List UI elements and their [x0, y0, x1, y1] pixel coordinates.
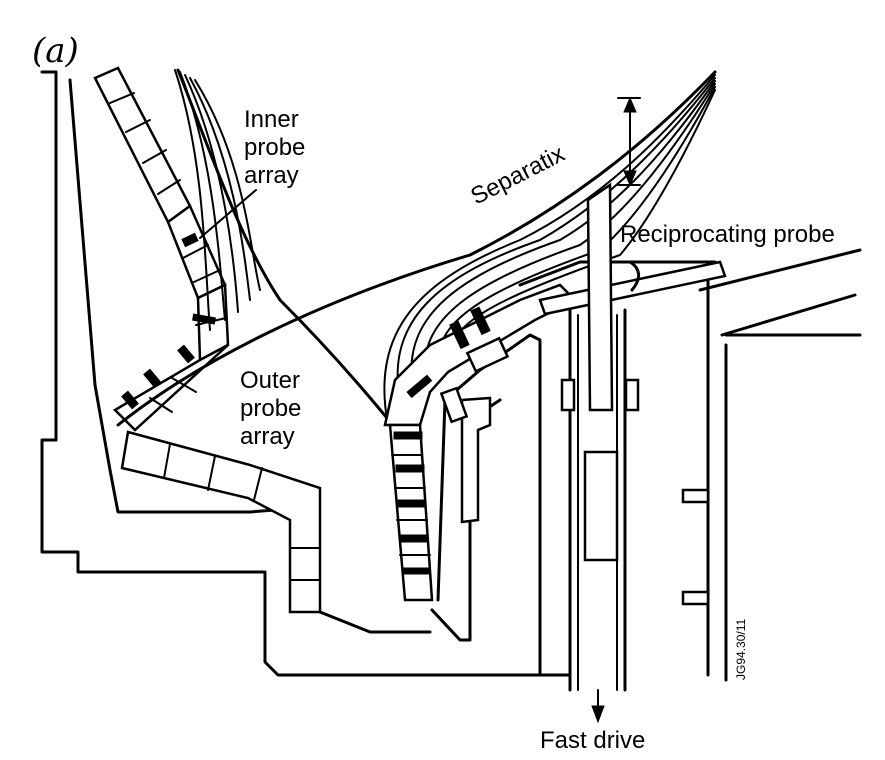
- outer-flux-lines: [383, 74, 716, 426]
- outer-probe-array-label: Outer probe array: [240, 367, 301, 450]
- probe-stroke-indicator: [617, 96, 641, 187]
- separatrix-lines: [116, 68, 717, 462]
- inner-probe-array-label: Inner probe array: [199, 106, 305, 239]
- reciprocating-probe: [586, 182, 614, 412]
- outer-probe-array-line2: probe: [240, 395, 301, 422]
- separatrix-label: Separatix: [466, 140, 569, 210]
- outer-divertor-tiles: [383, 283, 578, 602]
- reciprocating-probe-label: Reciprocating probe: [620, 221, 835, 248]
- inner-probe-array-line1: Inner: [244, 106, 299, 133]
- outer-probe-array-line1: Outer: [240, 367, 300, 394]
- outer-probe-array-line3: array: [240, 423, 295, 450]
- inner-flux-lines: [174, 69, 261, 331]
- inner-floor-tiles: [120, 430, 322, 614]
- figure-code: JG94.30/11: [734, 619, 748, 680]
- vessel-port-structure: [518, 248, 862, 692]
- inner-probe-array-line2: probe: [244, 134, 305, 161]
- fast-drive-arrow: [591, 689, 605, 724]
- inner-probe-array-line3: array: [244, 162, 299, 189]
- inner-divertor-tiles: [93, 66, 230, 432]
- outer-support-structure: [430, 333, 542, 677]
- fast-drive-label: Fast drive: [540, 727, 645, 754]
- vessel-wall-left: [40, 70, 572, 677]
- panel-label: (a): [32, 31, 79, 71]
